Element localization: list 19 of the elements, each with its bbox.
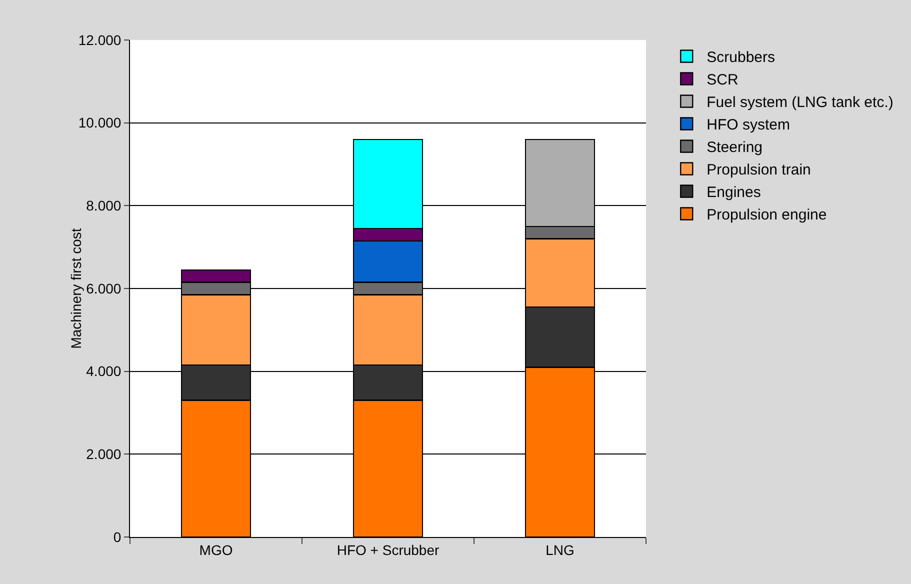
legend-label: Steering: [706, 139, 763, 156]
y-tick-label: 2.000: [86, 446, 122, 462]
legend-label: Propulsion engine: [706, 206, 827, 224]
x-tick-label: LNG: [546, 542, 574, 558]
y-tick-label: 8.000: [86, 198, 122, 214]
x-tick-label: MGO: [199, 542, 233, 558]
legend-label: Engines: [706, 184, 761, 202]
legend-label: Fuel system (LNG tank etc.): [706, 94, 894, 112]
legend-label: SCR: [706, 72, 738, 89]
y-tick-label: 0: [113, 528, 122, 545]
legend-label: Propulsion train: [706, 162, 811, 179]
x-tick-label: HFO + Scrubber: [336, 542, 440, 558]
y-tick-label: 10.000: [78, 114, 122, 131]
legend-label: Scrubbers: [706, 49, 776, 66]
y-tick-label: 12.000: [78, 32, 122, 48]
y-tick-label: 6.000: [86, 280, 122, 296]
y-tick-label: 4.000: [86, 363, 122, 380]
legend-label: HFO system: [706, 116, 790, 134]
y-axis-title: Machinery first cost: [68, 228, 84, 349]
